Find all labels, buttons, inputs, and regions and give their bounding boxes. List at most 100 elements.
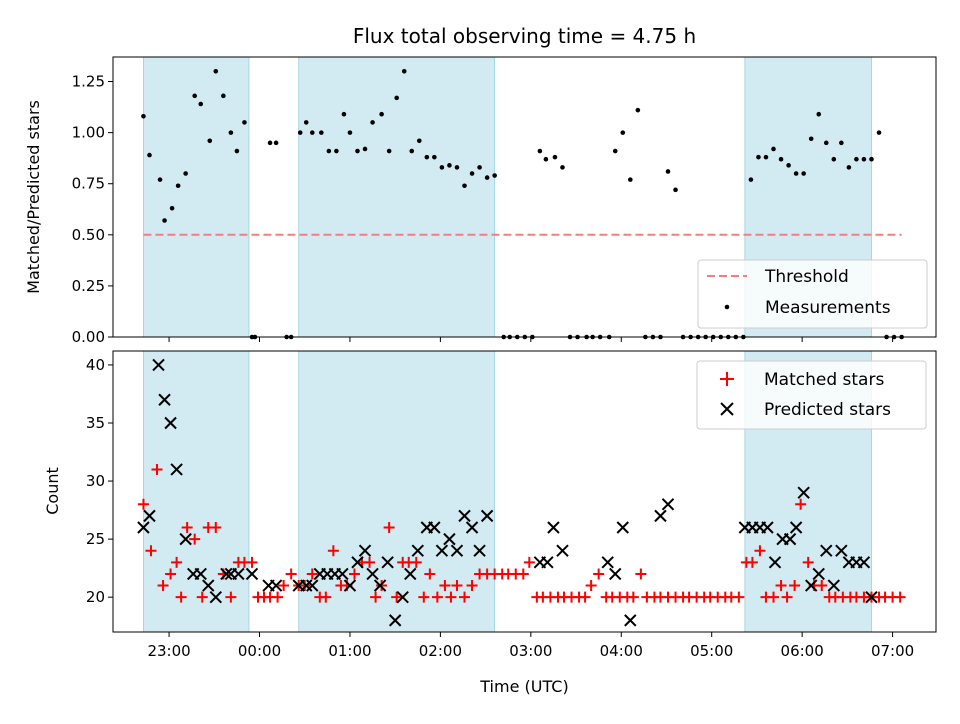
predicted-star-point [609,567,622,581]
matched-star-point [181,521,193,533]
shaded-interval [143,350,250,633]
predicted-star-point [343,579,357,592]
matched-star-point [370,591,382,603]
measurements-points [141,69,904,340]
matched-star-point [424,568,436,580]
predicted-star-point [768,556,782,569]
shaded-interval [143,56,250,338]
matched-star-point [225,591,237,603]
bottom-axes-frame [112,350,937,633]
measurement-point [147,152,152,158]
matched-star-point [593,568,605,580]
predicted-star-point [835,544,848,557]
measurement-point [267,140,273,146]
measurement-point [228,130,234,135]
measurement-point [778,156,784,162]
measurement-point [861,156,867,162]
x-tick-label: 05:00 [690,642,733,660]
predicted-star-point [865,590,878,604]
measurement-point [370,120,375,125]
predicted-star-point [601,556,614,569]
measurement-point [192,93,197,99]
predicted-star-point [654,509,667,523]
measurement-point [763,154,769,160]
predicted-legend-label: Predicted stars [764,400,891,420]
y-tick-label: 0.00 [72,328,105,346]
x-tick-label: 01:00 [328,642,371,660]
measurement-point [612,148,618,154]
measurement-point [213,69,219,74]
predicted-star-point [827,579,841,592]
y-tick-label: 40 [86,356,105,374]
bottom-legend-box [696,360,927,430]
matched-star-point [306,568,318,580]
measurement-point [169,205,175,211]
y-tick-label: 20 [86,588,105,606]
top-x-ticks [168,337,894,342]
predicted-star-point [143,509,156,523]
measurement-point [816,111,822,117]
measurement-point [297,130,303,135]
measurement-point [409,148,415,154]
top-axes-frame [112,56,937,338]
matched-star-point [451,580,463,592]
measurement-point [839,140,844,146]
predicted-star-point [547,521,560,534]
matched-star-point [299,580,311,592]
predicted-star-point [396,590,409,604]
predicted-star-point [358,544,372,557]
measurement-point [234,148,240,154]
matched-star-point [151,463,163,475]
matched-star-point [189,533,201,545]
x-tick-label: 00:00 [238,642,281,660]
matched-star-point [816,580,828,592]
matched-star-point [278,580,290,592]
matched-star-point [320,591,332,603]
matched-star-point [894,591,906,603]
predicted-star-point [245,567,259,581]
predicted-star-point [797,486,810,499]
predicted-star-point [194,567,207,581]
matched-star-point [754,545,766,557]
matched-star-point [196,591,208,603]
top-legend: Threshold Measurements [697,259,928,329]
matched-star-point [439,580,451,592]
measurement-point [484,175,490,180]
predicted-star-point [381,556,394,569]
matched-star-point [579,591,591,603]
predicted-star-point [783,532,797,546]
predicted-star-point [661,498,675,511]
measurement-point [157,177,163,182]
predicted-star-point [336,567,349,581]
matched-legend-swatch [720,372,734,386]
matched-star-point [171,556,183,568]
matched-star-point [781,591,793,603]
threshold-legend-label: Threshold [764,267,849,287]
matched-star-point [585,580,597,592]
predicted-stars-points [137,358,878,627]
measurement-point [439,165,445,170]
measurement-point [876,130,882,135]
predicted-star-point [170,463,183,476]
predicted-star-point [435,544,449,557]
measurement-point [665,169,671,174]
matched-star-point [517,568,529,580]
predicted-star-point [820,544,833,557]
measurement-point [141,113,146,119]
predicted-star-point [232,567,245,581]
predicted-star-point [404,567,417,581]
measurement-point [447,163,452,168]
matched-star-point [523,556,535,568]
measurement-point [560,165,565,170]
predicted-star-point [164,416,177,430]
measurement-point [242,120,247,125]
predicted-star-point [388,614,402,627]
predicted-star-point [158,393,171,406]
top-legend-box [697,259,928,329]
measurement-point [183,171,188,176]
predicted-star-point [152,358,165,372]
measurement-point [401,69,407,74]
measurement-point [628,177,633,182]
top-y-ticks: 0.00 0.25 0.50 0.75 1.00 1.25 [72,73,113,346]
